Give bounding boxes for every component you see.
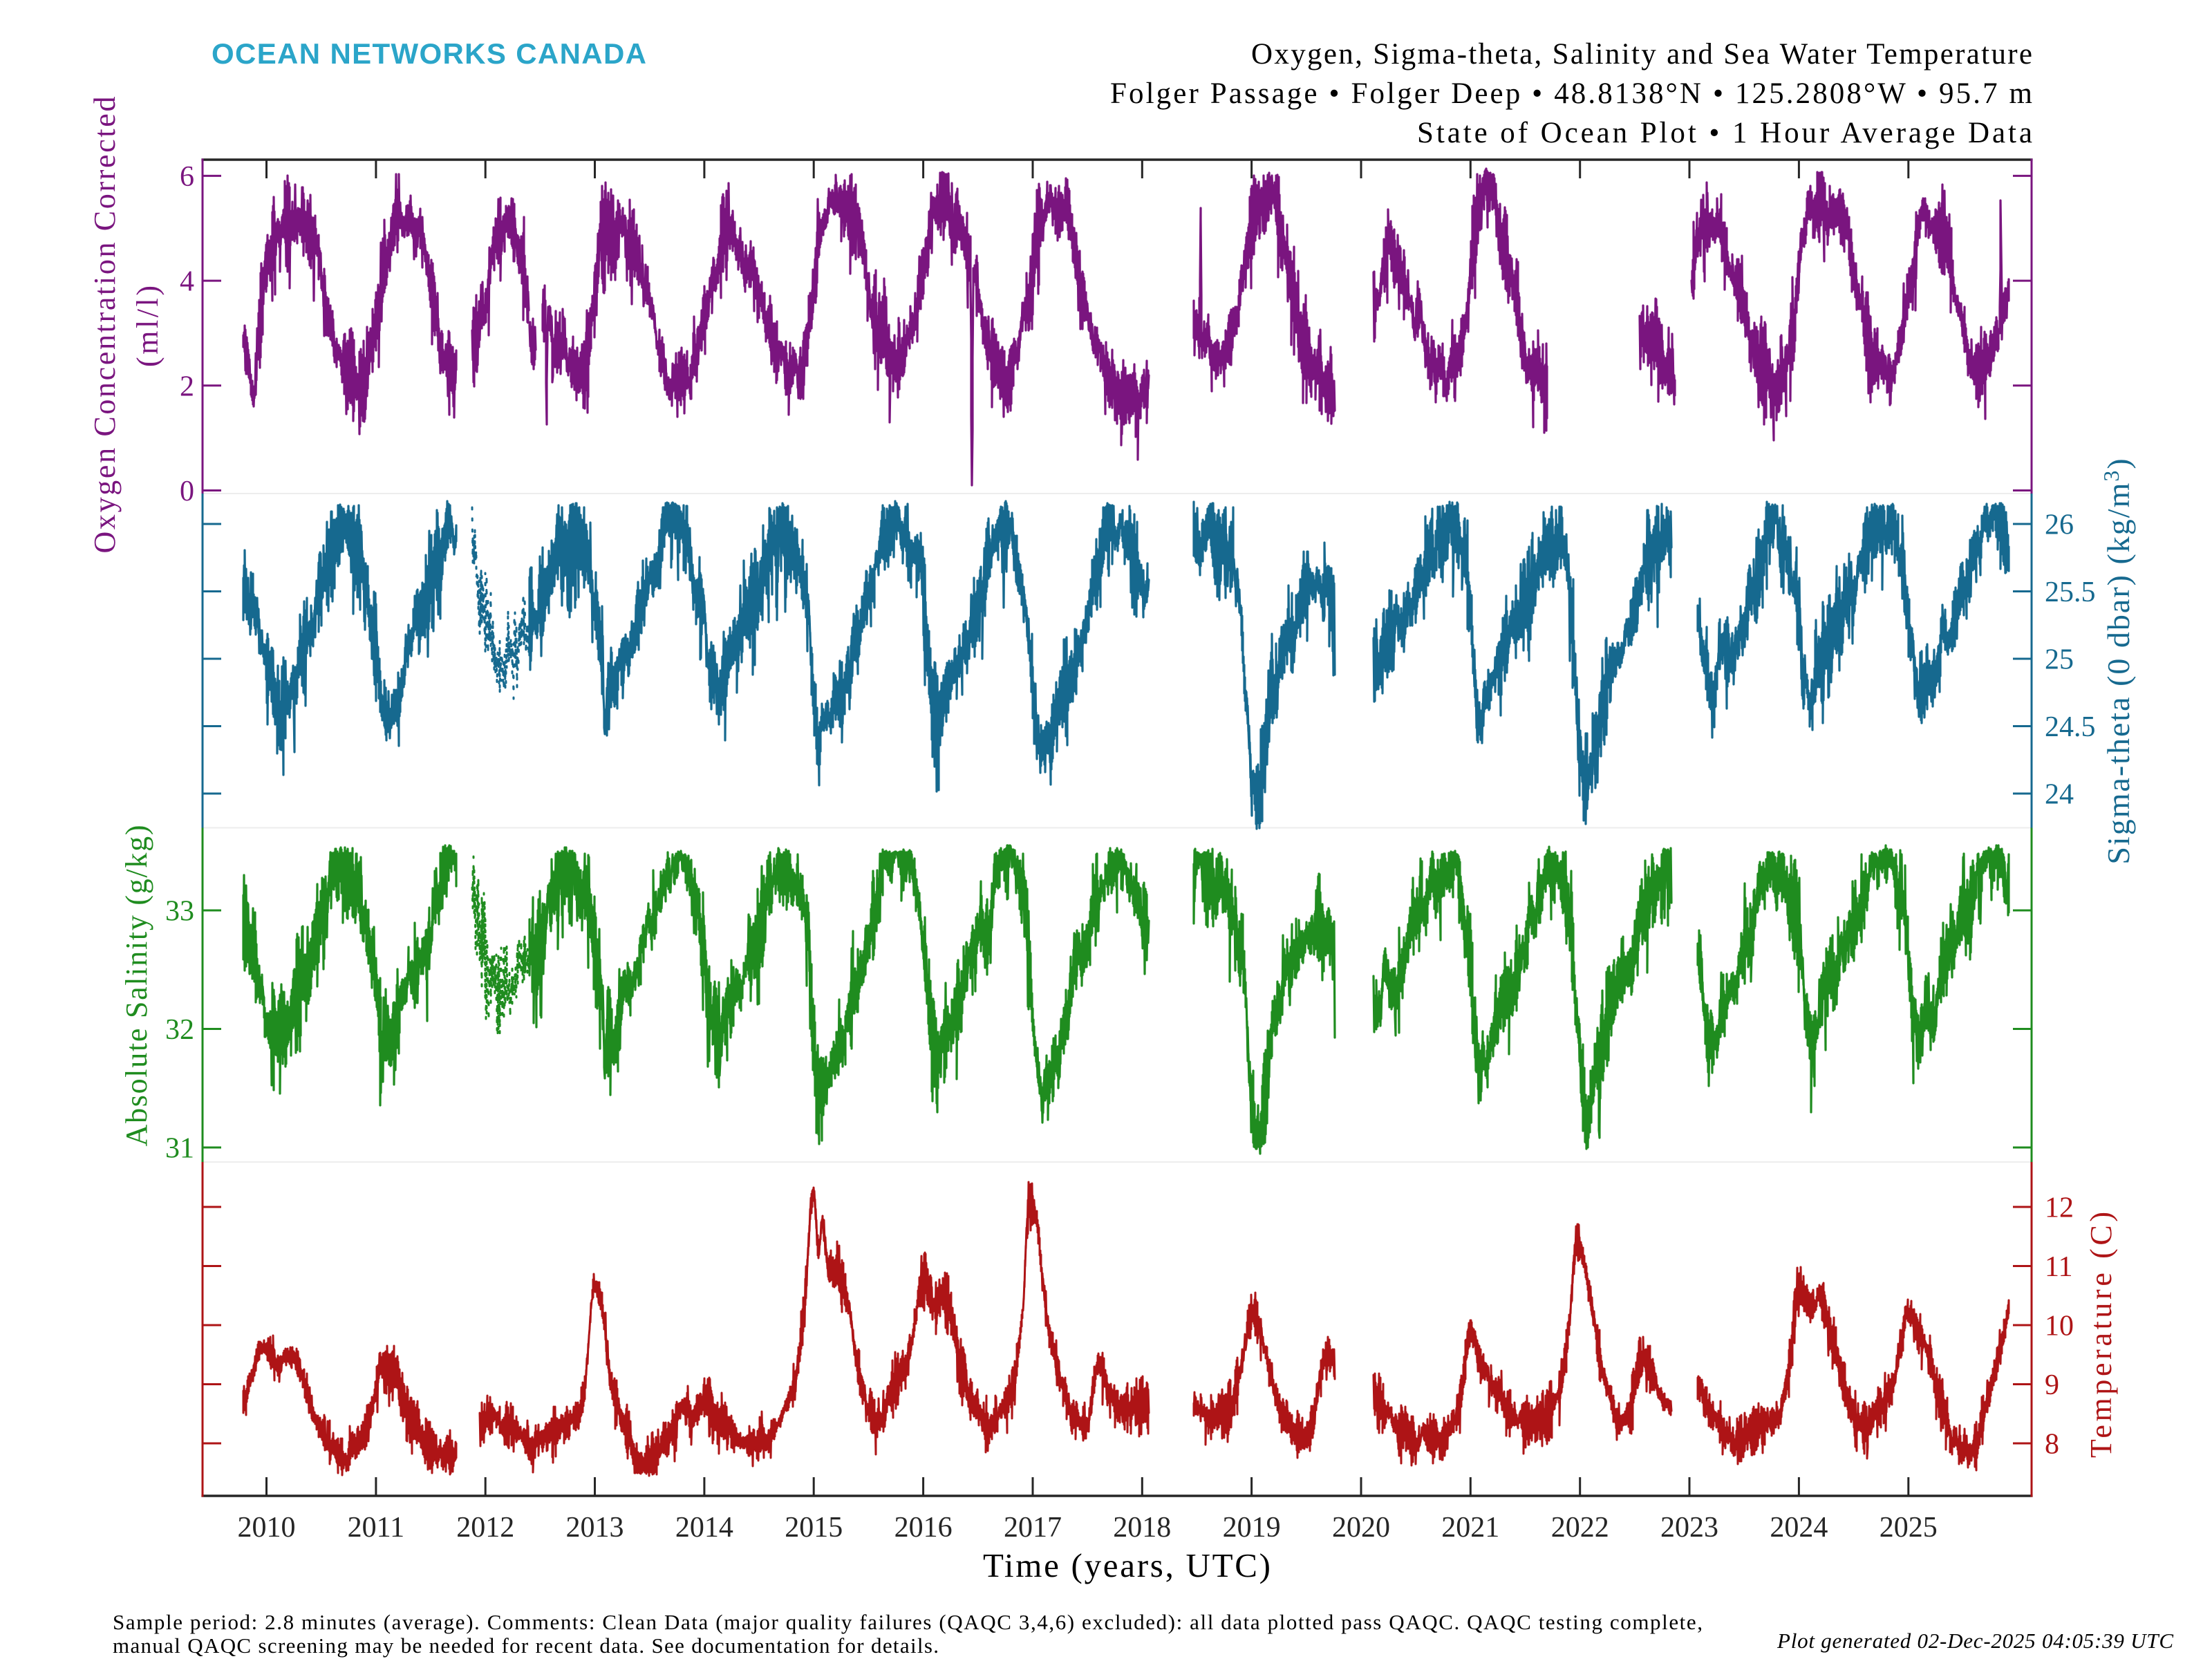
svg-text:(ml/l): (ml/l) — [131, 285, 165, 367]
svg-text:Time (years, UTC): Time (years, UTC) — [983, 1546, 1271, 1584]
svg-text:Folger Passage • Folger Deep •: Folger Passage • Folger Deep • 48.8138°N… — [1110, 77, 2032, 110]
svg-text:OCEAN NETWORKS CANADA: OCEAN NETWORKS CANADA — [212, 37, 647, 70]
svg-text:2024: 2024 — [1770, 1512, 1828, 1544]
svg-text:2012: 2012 — [456, 1512, 514, 1544]
svg-text:2014: 2014 — [675, 1512, 733, 1544]
svg-text:2: 2 — [180, 371, 194, 402]
svg-text:2025: 2025 — [1880, 1512, 1938, 1544]
svg-text:2015: 2015 — [785, 1512, 843, 1544]
svg-text:25.5: 25.5 — [2045, 577, 2096, 608]
svg-text:Oxygen Concentration Corrected: Oxygen Concentration Corrected — [88, 97, 122, 554]
svg-text:2019: 2019 — [1223, 1512, 1281, 1544]
svg-text:24: 24 — [2045, 779, 2074, 811]
svg-text:31: 31 — [165, 1133, 194, 1165]
svg-text:6: 6 — [180, 161, 194, 193]
svg-text:26: 26 — [2045, 509, 2074, 541]
svg-text:Absolute Salinity (g/kg): Absolute Salinity (g/kg) — [120, 825, 153, 1147]
svg-text:12: 12 — [2045, 1192, 2074, 1224]
svg-text:0: 0 — [180, 476, 194, 507]
svg-text:11: 11 — [2045, 1251, 2072, 1283]
svg-text:32: 32 — [165, 1014, 194, 1046]
svg-text:10: 10 — [2045, 1311, 2074, 1342]
svg-text:Plot generated 02-Dec-2025 04:: Plot generated 02-Dec-2025 04:05:39 UTC — [1777, 1629, 2173, 1653]
svg-text:Temperature (C): Temperature (C) — [2084, 1212, 2118, 1458]
svg-text:24.5: 24.5 — [2045, 711, 2096, 743]
svg-text:2013: 2013 — [566, 1512, 624, 1544]
svg-text:8: 8 — [2045, 1429, 2059, 1461]
svg-text:2017: 2017 — [1004, 1512, 1062, 1544]
svg-text:State of Ocean Plot • 1 Hour A: State of Ocean Plot • 1 Hour Average Dat… — [1417, 117, 2032, 149]
svg-text:2010: 2010 — [238, 1512, 296, 1544]
svg-text:4: 4 — [180, 266, 194, 298]
svg-text:2023: 2023 — [1660, 1512, 1718, 1544]
svg-text:manual QAQC screening may be n: manual QAQC screening may be needed for … — [113, 1633, 939, 1658]
svg-text:Sample period: 2.8 minutes (av: Sample period: 2.8 minutes (average). Co… — [113, 1610, 1703, 1634]
svg-text:2020: 2020 — [1332, 1512, 1390, 1544]
svg-text:25: 25 — [2045, 644, 2074, 676]
svg-text:Sigma-theta (0 dbar) (kg/m3): Sigma-theta (0 dbar) (kg/m3) — [2099, 457, 2136, 864]
svg-text:2016: 2016 — [894, 1512, 953, 1544]
svg-text:2018: 2018 — [1113, 1512, 1171, 1544]
svg-text:33: 33 — [165, 896, 194, 928]
svg-text:2021: 2021 — [1441, 1512, 1499, 1544]
svg-text:Oxygen, Sigma-theta, Salinity: Oxygen, Sigma-theta, Salinity and Sea Wa… — [1251, 38, 2032, 71]
svg-text:2011: 2011 — [348, 1512, 404, 1544]
svg-text:2022: 2022 — [1551, 1512, 1609, 1544]
svg-text:9: 9 — [2045, 1369, 2059, 1401]
